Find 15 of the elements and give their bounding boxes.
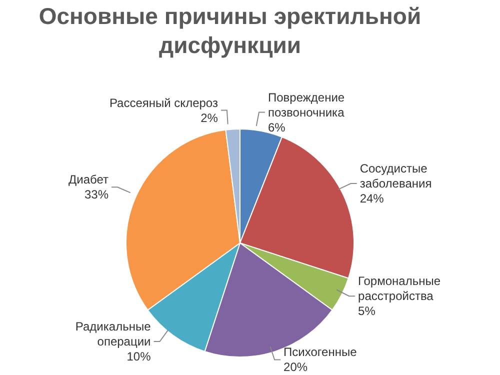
- slice-label: Психогенные: [284, 345, 358, 360]
- slice-label: Сосудистые заболевания: [360, 162, 432, 190]
- slice-label: Повреждение позвоночника: [268, 90, 345, 120]
- slice-label: Диабет: [68, 172, 110, 187]
- data-label: 2%: [200, 110, 218, 125]
- slice-label: Радикальные операции: [75, 320, 152, 349]
- data-label: 6%: [268, 120, 286, 134]
- data-label: 33%: [84, 188, 109, 202]
- data-label: 24%: [360, 192, 384, 206]
- data-label: 5%: [358, 304, 376, 318]
- slice-label: Рассеяный склероз: [109, 96, 218, 110]
- data-label: 20%: [284, 360, 308, 374]
- chart-title: Основные причины эректильной дисфункции: [38, 2, 422, 60]
- slice-label: Гормональные расстройства: [358, 274, 441, 304]
- data-label: 10%: [126, 350, 152, 364]
